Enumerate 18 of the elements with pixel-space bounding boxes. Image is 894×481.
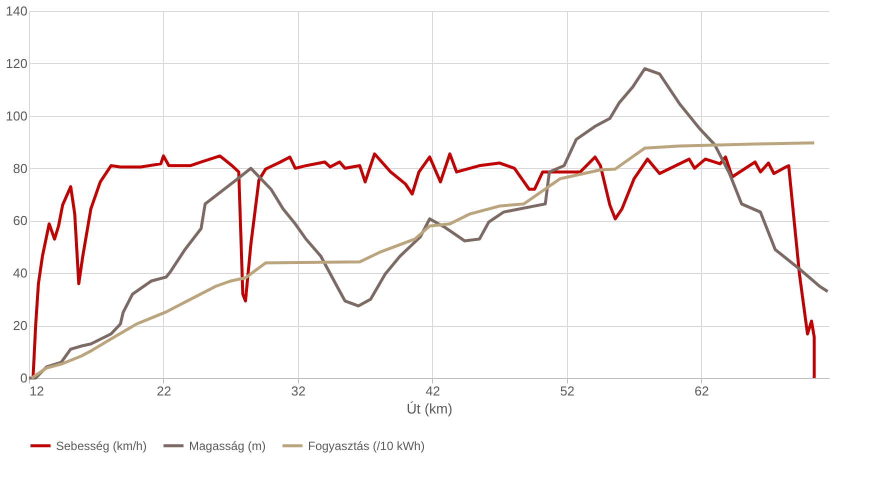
y-tick-label: 40 <box>13 266 28 281</box>
legend-label: Sebesség (km/h) <box>56 438 147 453</box>
x-tick-label: 62 <box>694 384 710 398</box>
y-tick-label: 60 <box>13 213 28 228</box>
x-axis-title: Út (km) <box>406 400 452 416</box>
x-tick-label: 32 <box>291 384 306 398</box>
x-tick-label: 52 <box>560 384 575 398</box>
x-tick-label: 22 <box>156 384 172 398</box>
y-tick-label: 140 <box>6 4 28 18</box>
y-tick-label: 80 <box>13 160 28 176</box>
legend-label: Fogyasztás (/10 kWh) <box>308 438 425 453</box>
y-tick-label: 0 <box>20 370 28 386</box>
y-tick-label: 20 <box>13 318 28 334</box>
legend-label: Magasság (m) <box>189 438 266 453</box>
x-tick-label: 12 <box>30 384 44 398</box>
x-tick-label: 42 <box>426 384 440 398</box>
y-tick-label: 120 <box>6 56 28 71</box>
y-tick-label: 100 <box>6 108 28 124</box>
